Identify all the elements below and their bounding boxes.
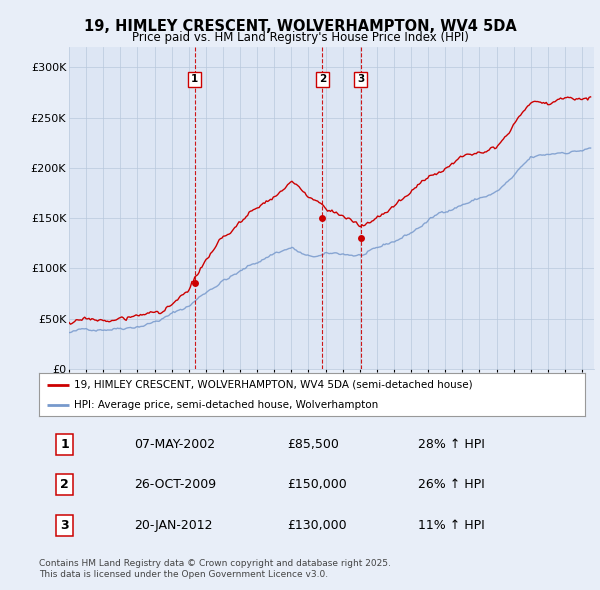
Text: 07-MAY-2002: 07-MAY-2002 bbox=[134, 438, 215, 451]
Text: 19, HIMLEY CRESCENT, WOLVERHAMPTON, WV4 5DA: 19, HIMLEY CRESCENT, WOLVERHAMPTON, WV4 … bbox=[83, 19, 517, 34]
Text: 3: 3 bbox=[357, 74, 364, 84]
Text: 19, HIMLEY CRESCENT, WOLVERHAMPTON, WV4 5DA (semi-detached house): 19, HIMLEY CRESCENT, WOLVERHAMPTON, WV4 … bbox=[74, 380, 473, 390]
Text: 28% ↑ HPI: 28% ↑ HPI bbox=[418, 438, 485, 451]
Text: £130,000: £130,000 bbox=[287, 519, 347, 532]
Text: HPI: Average price, semi-detached house, Wolverhampton: HPI: Average price, semi-detached house,… bbox=[74, 401, 379, 410]
Text: 2: 2 bbox=[60, 478, 69, 491]
Text: 1: 1 bbox=[60, 438, 69, 451]
Text: Contains HM Land Registry data © Crown copyright and database right 2025.
This d: Contains HM Land Registry data © Crown c… bbox=[39, 559, 391, 579]
Text: 2: 2 bbox=[319, 74, 326, 84]
Text: 20-JAN-2012: 20-JAN-2012 bbox=[134, 519, 213, 532]
Text: £150,000: £150,000 bbox=[287, 478, 347, 491]
Text: 26% ↑ HPI: 26% ↑ HPI bbox=[418, 478, 485, 491]
Text: 3: 3 bbox=[61, 519, 69, 532]
Text: 11% ↑ HPI: 11% ↑ HPI bbox=[418, 519, 485, 532]
Text: 26-OCT-2009: 26-OCT-2009 bbox=[134, 478, 217, 491]
Text: Price paid vs. HM Land Registry's House Price Index (HPI): Price paid vs. HM Land Registry's House … bbox=[131, 31, 469, 44]
Text: 1: 1 bbox=[191, 74, 199, 84]
Text: £85,500: £85,500 bbox=[287, 438, 340, 451]
